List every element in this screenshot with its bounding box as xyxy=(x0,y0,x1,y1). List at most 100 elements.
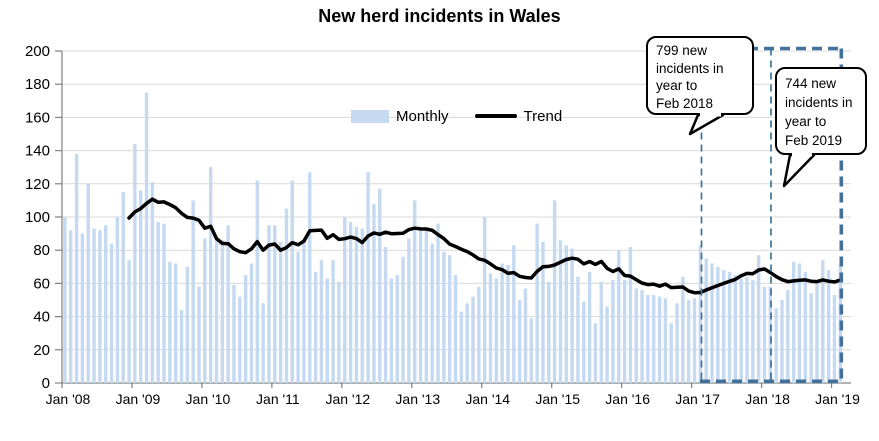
y-axis-label: 100 xyxy=(25,209,50,226)
monthly-bar xyxy=(716,266,720,383)
monthly-bar xyxy=(494,278,499,383)
monthly-bar xyxy=(541,241,545,383)
monthly-bar xyxy=(249,263,254,383)
y-axis-label: 0 xyxy=(42,375,50,392)
y-axis-label: 120 xyxy=(25,176,50,193)
monthly-bar xyxy=(675,303,679,383)
x-axis-label: Jan '08 xyxy=(46,391,91,407)
x-axis-label: Jan '19 xyxy=(815,391,860,407)
monthly-bar xyxy=(739,278,743,383)
monthly-bar xyxy=(407,238,411,383)
monthly-bar xyxy=(488,273,493,383)
monthly-bar xyxy=(418,230,423,383)
monthly-bar xyxy=(646,295,650,383)
monthly-bar xyxy=(354,226,359,383)
monthly-bar xyxy=(104,225,108,383)
monthly-bar xyxy=(704,258,708,383)
monthly-bar xyxy=(756,255,761,383)
monthly-bar xyxy=(465,303,469,383)
monthly-bar xyxy=(512,245,516,383)
monthly-bar xyxy=(663,298,668,383)
monthly-bar xyxy=(308,172,312,383)
monthly-bar xyxy=(576,276,580,383)
monthly-bar xyxy=(179,309,184,383)
callout-year-to-feb-2019: 744 new incidents in year to Feb 2019 xyxy=(775,67,867,155)
monthly-bar xyxy=(774,308,778,383)
monthly-bar xyxy=(529,318,533,383)
x-axis-label: Jan '14 xyxy=(465,391,510,407)
monthly-bar xyxy=(471,296,475,383)
monthly-bar xyxy=(517,300,522,383)
y-axis-label: 140 xyxy=(25,143,50,160)
monthly-bar xyxy=(69,230,73,383)
monthly-bar xyxy=(366,172,370,383)
monthly-bar xyxy=(238,296,242,383)
monthly-bar xyxy=(267,225,271,383)
monthly-bar xyxy=(313,271,318,383)
monthly-bar xyxy=(447,255,452,383)
monthly-bar xyxy=(430,243,434,383)
y-axis-label: 160 xyxy=(25,109,50,126)
x-axis-label: Jan '12 xyxy=(325,391,370,407)
monthly-bar xyxy=(378,188,382,383)
monthly-bar xyxy=(558,240,563,383)
monthly-bar xyxy=(156,221,160,383)
monthly-bar xyxy=(745,276,749,383)
monthly-bar xyxy=(63,217,67,383)
y-axis-label: 20 xyxy=(33,342,50,359)
monthly-bar xyxy=(296,251,300,383)
monthly-bar xyxy=(628,246,633,383)
monthly-bar xyxy=(459,311,464,383)
monthly-bar xyxy=(605,306,609,383)
monthly-series-swatch xyxy=(351,109,389,123)
x-axis-label: Jan '15 xyxy=(535,391,580,407)
monthly-bar xyxy=(593,323,598,383)
x-axis-label: Jan '17 xyxy=(675,391,720,407)
monthly-bar xyxy=(127,260,131,383)
monthly-bar xyxy=(523,288,528,383)
monthly-bar xyxy=(185,266,190,383)
legend: Monthly Trend xyxy=(351,103,562,129)
monthly-bar xyxy=(203,238,207,383)
monthly-bar xyxy=(477,286,481,383)
y-axis-label: 200 xyxy=(25,43,50,60)
monthly-bar xyxy=(442,251,446,383)
monthly-bar xyxy=(826,270,831,383)
trend-series-line xyxy=(474,114,517,118)
monthly-bar xyxy=(791,261,796,383)
callout-year-to-feb-2018: 799 new incidents in year to Feb 2018 xyxy=(646,36,754,115)
monthly-bar xyxy=(191,200,195,383)
monthly-bar xyxy=(587,271,592,383)
monthly-bar xyxy=(220,240,225,383)
trend-line xyxy=(127,197,843,295)
monthly-bar xyxy=(74,153,79,383)
monthly-bar xyxy=(482,217,487,383)
monthly-bar xyxy=(692,298,697,383)
monthly-bar xyxy=(727,271,732,383)
monthly-bar xyxy=(710,263,714,383)
monthly-bar xyxy=(453,275,458,383)
monthly-bar xyxy=(547,281,551,383)
monthly-bar xyxy=(278,241,283,383)
x-axis-label: Jan '13 xyxy=(395,391,440,407)
monthly-bar xyxy=(343,217,347,383)
callout-tail-feb-2019 xyxy=(782,151,816,188)
monthly-bar xyxy=(821,260,825,383)
monthly-bar xyxy=(337,281,341,383)
monthly-bar xyxy=(611,280,615,383)
monthly-bar xyxy=(232,285,236,383)
y-axis-label: 60 xyxy=(33,275,50,292)
monthly-bar xyxy=(640,290,644,383)
monthly-bar xyxy=(797,263,802,383)
monthly-bar xyxy=(762,286,767,383)
monthly-bar xyxy=(360,228,364,383)
monthly-bar xyxy=(506,265,510,383)
monthly-bar xyxy=(780,300,784,383)
monthly-bar xyxy=(733,275,738,383)
monthly-bar xyxy=(815,281,819,383)
y-axis-label: 80 xyxy=(33,242,50,259)
monthly-bar xyxy=(109,243,114,383)
monthly-bar xyxy=(173,263,178,383)
monthly-bar xyxy=(325,278,329,383)
y-axis-label: 40 xyxy=(33,309,50,326)
